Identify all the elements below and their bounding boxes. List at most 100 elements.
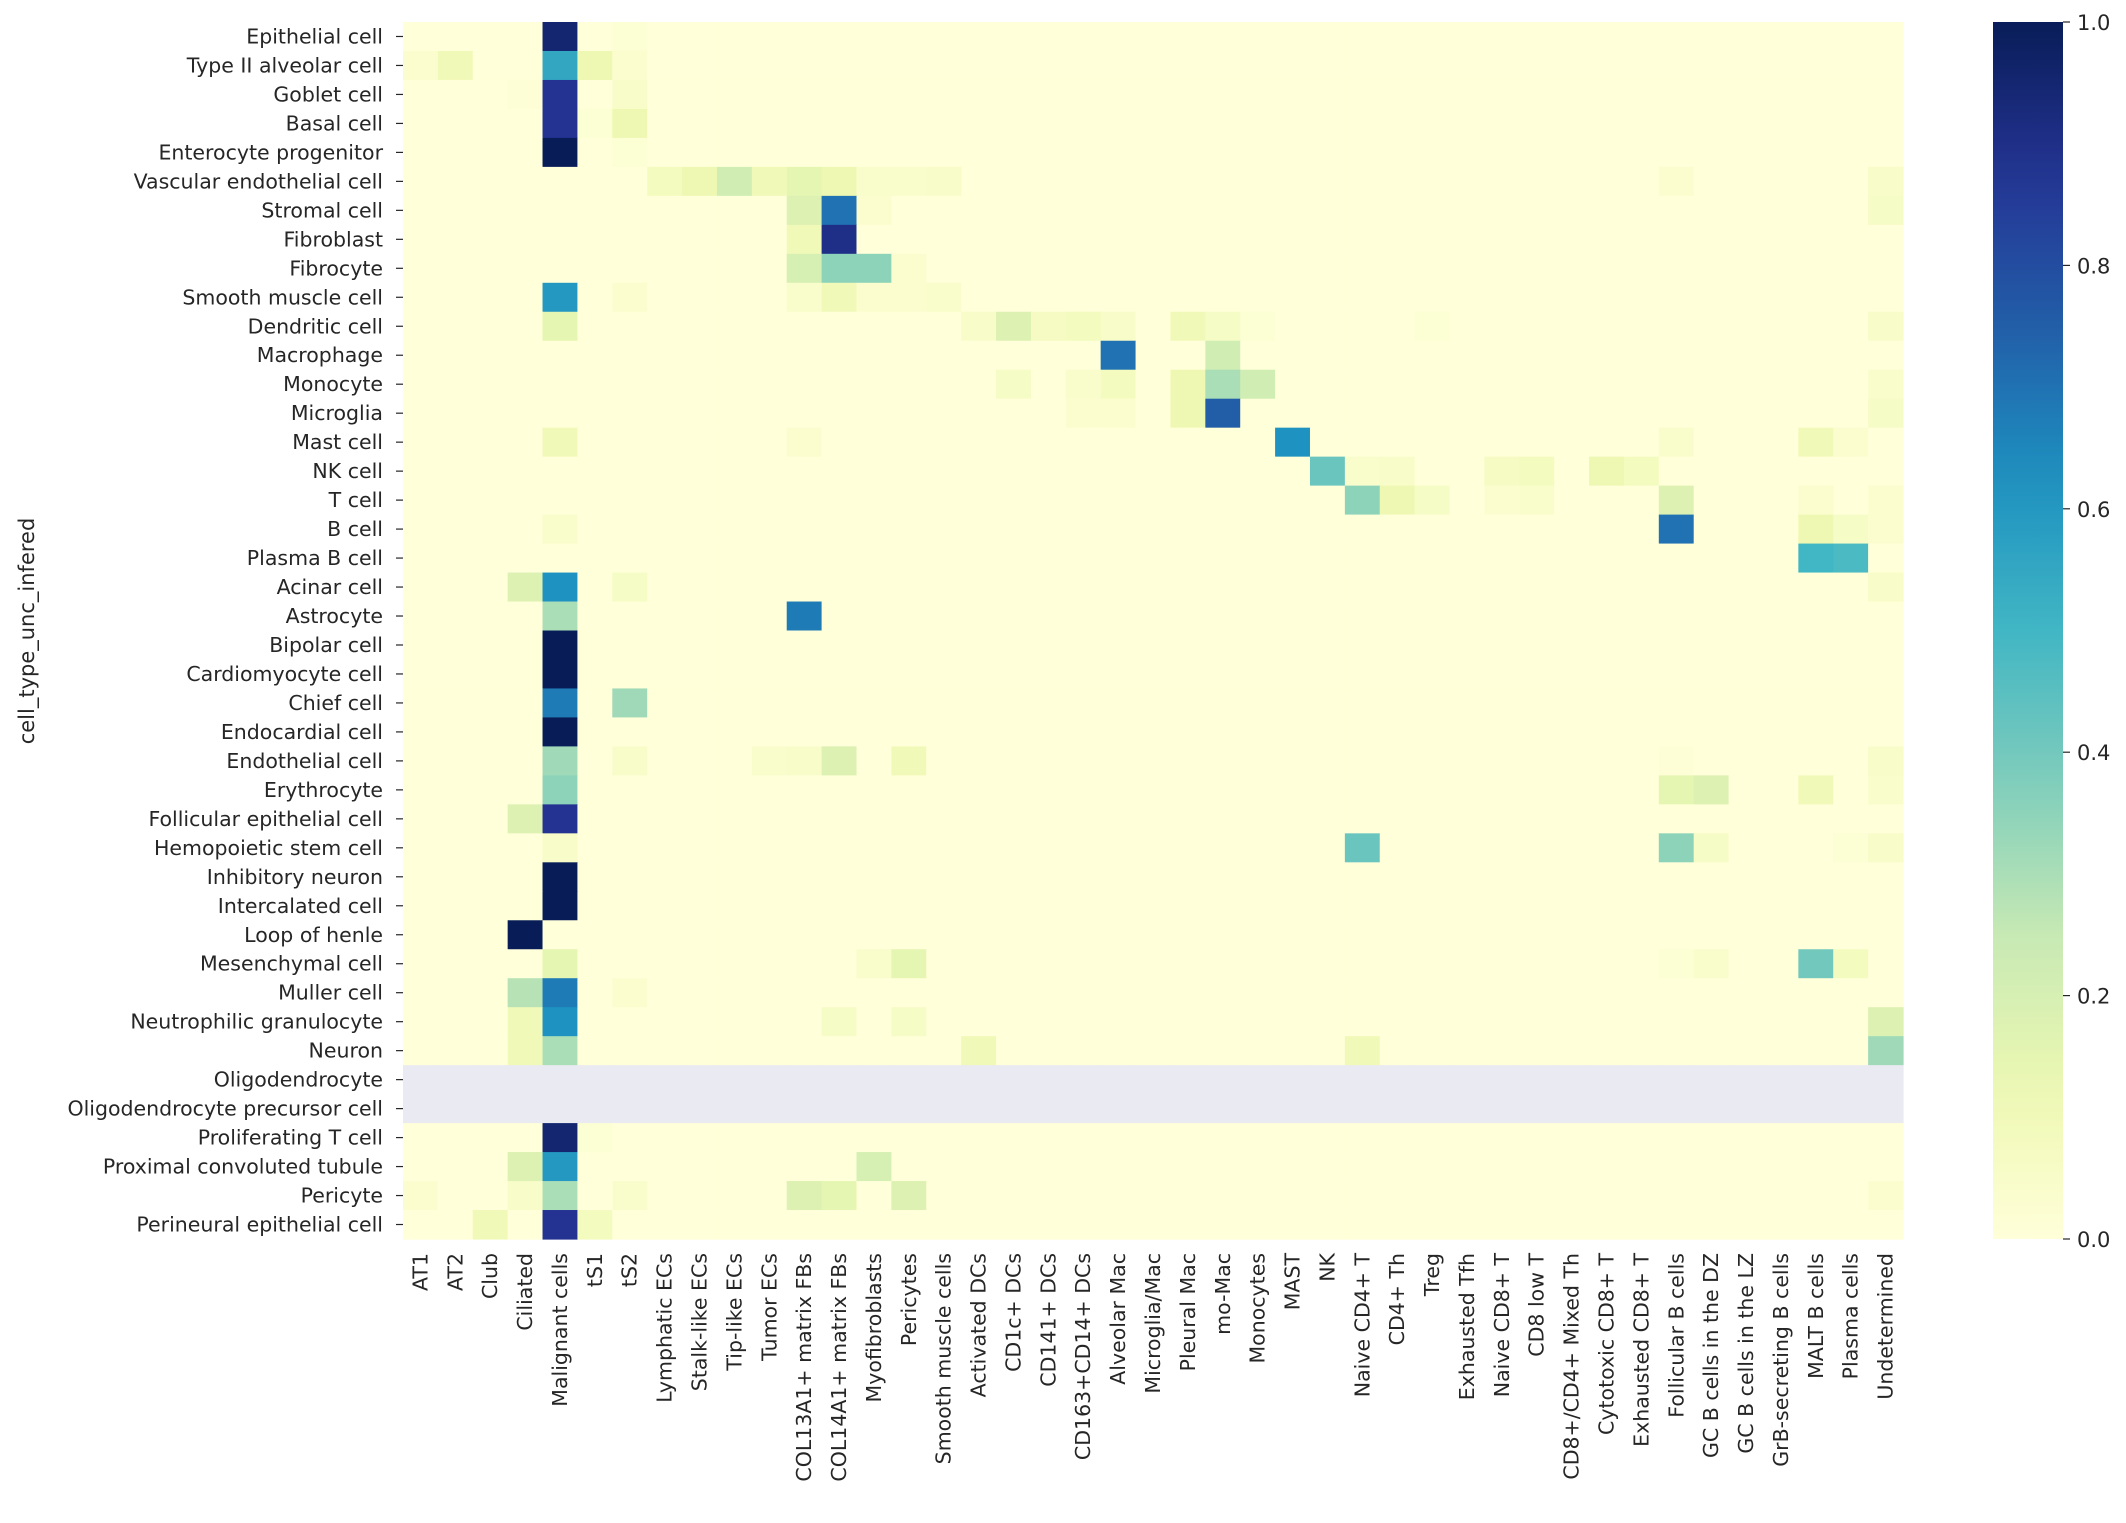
heatmap-cell [1868, 253, 1904, 284]
heatmap-cell [1344, 1210, 1381, 1240]
heatmap-cell [1623, 108, 1660, 139]
heatmap-cell [1798, 1065, 1834, 1095]
heatmap-cell [751, 1065, 788, 1095]
heatmap-cell [856, 369, 892, 400]
heatmap-cell [1205, 1065, 1241, 1095]
heatmap-cell [1170, 1036, 1206, 1066]
heatmap-cell [1693, 1152, 1730, 1182]
heatmap-cell [612, 311, 648, 342]
heatmap-cell [1309, 601, 1346, 632]
heatmap-cell [403, 456, 439, 487]
heatmap-cell [1414, 195, 1451, 226]
heatmap-cell [1135, 804, 1172, 834]
heatmap-cell [1833, 572, 1869, 603]
heatmap-cell [507, 1123, 544, 1153]
heatmap-cell [1030, 1065, 1067, 1095]
heatmap-cell [716, 1007, 753, 1037]
heatmap-cell [1449, 108, 1485, 139]
heatmap-cell [1519, 949, 1555, 979]
heatmap-cell [1379, 398, 1416, 429]
heatmap-cell [612, 1210, 648, 1240]
heatmap-cell [472, 195, 509, 226]
heatmap-cell [1170, 1007, 1206, 1037]
heatmap-cell [1205, 166, 1241, 197]
heatmap-cell [1833, 891, 1869, 921]
heatmap-cell [1240, 514, 1276, 545]
heatmap-cell [1065, 978, 1102, 1008]
heatmap-cell [437, 224, 474, 255]
heatmap-cell [1065, 1181, 1102, 1211]
heatmap-cell [403, 949, 439, 979]
heatmap-cell [403, 195, 439, 226]
heatmap-cell [1344, 717, 1381, 748]
heatmap-cell [1589, 166, 1625, 197]
heatmap-cell [1589, 1181, 1625, 1211]
heatmap-cell [716, 978, 753, 1008]
heatmap-cell [786, 456, 823, 487]
heatmap-cell [1519, 456, 1555, 487]
heatmap-cell [1658, 543, 1695, 574]
heatmap-cell [716, 688, 753, 719]
heatmap-cell [1100, 717, 1137, 748]
heatmap-cell [612, 833, 648, 863]
heatmap-cell [1100, 108, 1137, 139]
heatmap-cell [1693, 195, 1730, 226]
heatmap-cell [1554, 108, 1590, 139]
heatmap-cell [1484, 1065, 1520, 1095]
heatmap-cell [1379, 862, 1416, 892]
heatmap-cell [1135, 1152, 1172, 1182]
heatmap-cell [961, 1181, 997, 1211]
heatmap-cell [437, 1007, 474, 1037]
heatmap-cell [1589, 1123, 1625, 1153]
heatmap-cell [1728, 22, 1765, 52]
heatmap-cell [821, 456, 858, 487]
heatmap-cell [1205, 1210, 1241, 1240]
heatmap-cell [1100, 1065, 1137, 1095]
heatmap-cell [682, 282, 718, 313]
heatmap-cell [1833, 282, 1869, 313]
heatmap-cell [577, 108, 613, 139]
heatmap-cell [821, 717, 858, 748]
heatmap-cell [1240, 891, 1276, 921]
y-tick-label: Proliferating T cell [198, 1126, 383, 1150]
heatmap-cell [1065, 688, 1102, 719]
heatmap-cell [1344, 166, 1381, 197]
heatmap-cell [996, 195, 1032, 226]
heatmap-cell [472, 340, 509, 371]
heatmap-cell [1868, 1123, 1904, 1153]
heatmap-cell [1344, 137, 1381, 168]
heatmap-cell [577, 456, 613, 487]
heatmap-cell [1798, 224, 1834, 255]
heatmap-cell [716, 195, 753, 226]
heatmap-cell [1763, 427, 1799, 458]
heatmap-cell [1065, 775, 1102, 805]
heatmap-cell [1484, 833, 1520, 863]
heatmap-cell [996, 978, 1032, 1008]
heatmap-cell [1135, 775, 1172, 805]
heatmap-cell [1833, 833, 1869, 863]
heatmap-cell [856, 833, 892, 863]
heatmap-cell [1623, 572, 1660, 603]
heatmap-cell [647, 253, 683, 284]
heatmap-cell [1798, 1152, 1834, 1182]
heatmap-cell [1309, 22, 1346, 52]
heatmap-cell [1554, 398, 1590, 429]
heatmap-cell [1589, 427, 1625, 458]
heatmap-cell [1623, 1036, 1660, 1066]
heatmap-cell [1449, 137, 1485, 168]
heatmap-cell [996, 282, 1032, 313]
heatmap-cell [1135, 688, 1172, 719]
heatmap-cell [1449, 717, 1485, 748]
heatmap-cell [1623, 22, 1660, 52]
heatmap-cell [1030, 746, 1067, 776]
heatmap-cell [1275, 282, 1311, 313]
heatmap-cell [1449, 22, 1485, 52]
heatmap-cell [1030, 456, 1067, 487]
heatmap-cell [786, 50, 823, 81]
heatmap-cell [1275, 311, 1311, 342]
heatmap-cell [1519, 804, 1555, 834]
heatmap-cell [1100, 862, 1137, 892]
heatmap-cell [1275, 22, 1311, 52]
heatmap-cell [1170, 1152, 1206, 1182]
heatmap-cell [1344, 543, 1381, 574]
